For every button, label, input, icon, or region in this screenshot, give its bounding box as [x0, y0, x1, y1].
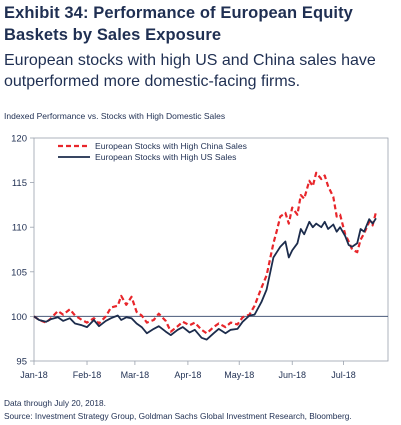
x-tick-label: Apr-18	[174, 370, 201, 380]
legend-label: European Stocks with High US Sales	[95, 152, 236, 162]
y-tick-label: 120	[11, 134, 27, 145]
y-tick-label: 95	[16, 357, 27, 368]
axes: 95 100 105 110 115 120 Jan-18 Feb-18 Mar-18 Apr-1…	[11, 134, 389, 380]
legend-label: European Stocks with High China Sales	[95, 141, 247, 151]
x-tick-label: Jul-18	[331, 370, 356, 380]
y-tick-label: 110	[12, 223, 27, 234]
x-tick-label: Jan-18	[20, 370, 48, 380]
legend: European Stocks with High China SalesEur…	[58, 141, 247, 162]
data-note: Data through July 20, 2018.	[4, 398, 106, 408]
series-line-us	[33, 217, 377, 341]
x-tick-label: Jun-18	[278, 370, 306, 380]
x-tick-label: Mar-18	[121, 370, 150, 380]
series-layer	[33, 171, 378, 341]
plot-frame	[33, 137, 389, 362]
chart-title: Exhibit 34: Performance of European Equi…	[4, 4, 353, 44]
line-chart: 95 100 105 110 115 120 Jan-18 Feb-18 Mar-18 Apr-1…	[11, 134, 389, 380]
chart-subtitle: European stocks with high US and China s…	[4, 52, 376, 90]
y-tick-label: 115	[12, 178, 27, 189]
x-tick-label: Feb-18	[73, 370, 102, 380]
y-axis-label: Indexed Performance vs. Stocks with High…	[4, 111, 226, 121]
x-tick-label: May-18	[224, 370, 254, 380]
series-line-china	[33, 171, 378, 335]
y-tick-label: 100	[11, 312, 27, 323]
source-note: Source: Investment Strategy Group, Goldm…	[4, 411, 352, 421]
y-tick-label: 105	[11, 267, 27, 278]
